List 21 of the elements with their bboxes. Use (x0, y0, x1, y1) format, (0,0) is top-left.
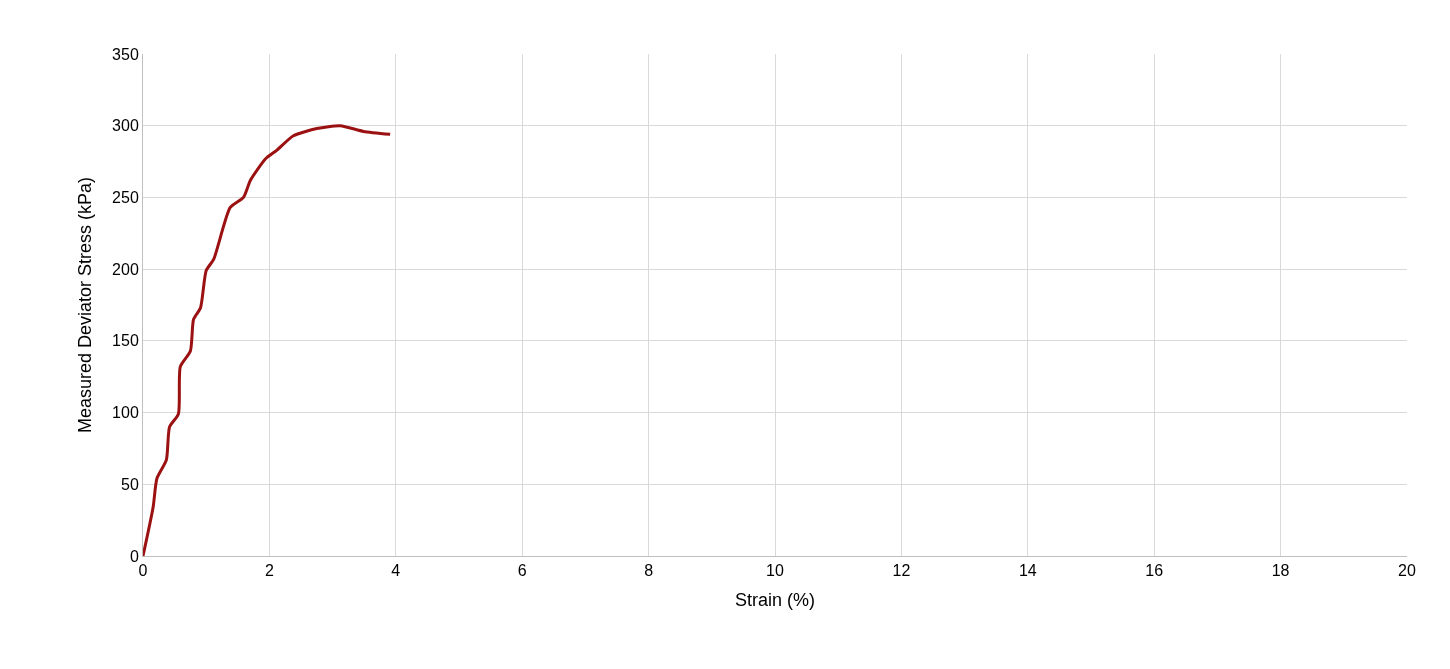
x-axis-title: Strain (%) (734, 590, 816, 611)
x-tick-label: 2 (264, 562, 274, 580)
x-tick-label: 8 (644, 562, 654, 580)
x-tick-label: 18 (1271, 562, 1290, 580)
line-series (143, 124, 392, 556)
y-tick-label: 50 (121, 475, 139, 493)
y-axis-title: Measured Deviator Stress (kPa) (75, 176, 96, 434)
y-tick-label: 250 (112, 189, 139, 207)
x-tick-label: 6 (517, 562, 527, 580)
y-tick-label: 0 (129, 547, 139, 565)
x-tick-label: 12 (892, 562, 911, 580)
y-tick-label: 300 (112, 117, 139, 135)
x-tick-label: 20 (1398, 562, 1416, 580)
y-tick-label: 350 (112, 45, 139, 63)
y-tick-label: 100 (112, 404, 139, 422)
x-tick-label: 10 (766, 562, 784, 580)
x-tick-label: 4 (391, 562, 401, 580)
y-tick-label: 150 (112, 332, 139, 350)
y-tick-label: 200 (112, 260, 139, 278)
x-tick-label: 16 (1145, 562, 1164, 580)
x-tick-label: 14 (1018, 562, 1037, 580)
